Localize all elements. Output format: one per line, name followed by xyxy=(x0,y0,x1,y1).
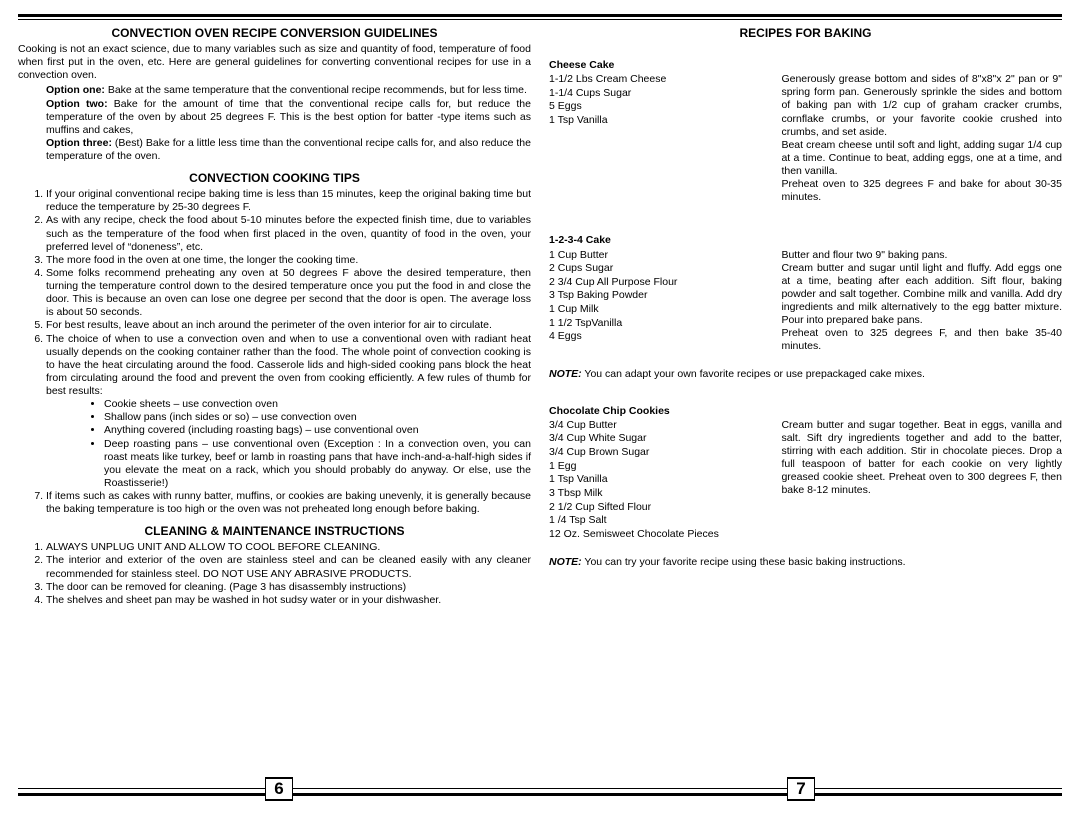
ingredient: 1-1/2 Lbs Cream Cheese xyxy=(549,73,769,87)
tip-item: Some folks recommend preheating any oven… xyxy=(46,267,531,320)
right-column: RECIPES FOR BAKING Cheese Cake 1-1/2 Lbs… xyxy=(549,26,1062,778)
recipe3: 3/4 Cup Butter 3/4 Cup White Sugar 3/4 C… xyxy=(549,419,1062,542)
ingredient: 2 1/2 Cup Sifted Flour xyxy=(549,501,769,515)
clean-item: ALWAYS UNPLUG UNIT AND ALLOW TO COOL BEF… xyxy=(46,541,531,554)
ingredient: 3 Tbsp Milk xyxy=(549,487,769,501)
bullet-item: Deep roasting pans – use conventional ov… xyxy=(104,438,531,491)
tip-item: If your original conventional recipe bak… xyxy=(46,188,531,214)
option-one: Option one: Bake at the same temperature… xyxy=(18,84,531,97)
ingredient: 1 Tsp Vanilla xyxy=(549,114,769,128)
tip-item: The choice of when to use a convection o… xyxy=(46,333,531,491)
bullet-item: Shallow pans (inch sides or so) – use co… xyxy=(104,411,531,424)
recipe2-name: 1-2-3-4 Cake xyxy=(549,234,1062,247)
content-area: CONVECTION OVEN RECIPE CONVERSION GUIDEL… xyxy=(18,19,1062,789)
ingredient: 1 Egg xyxy=(549,460,769,474)
recipes-title: RECIPES FOR BAKING xyxy=(549,26,1062,41)
ingredient: 3/4 Cup Brown Sugar xyxy=(549,446,769,460)
clean-item: The shelves and sheet pan may be washed … xyxy=(46,594,531,607)
ingredient: 1 Cup Milk xyxy=(549,303,769,317)
note2: NOTE: You can try your favorite recipe u… xyxy=(549,556,1062,569)
recipe1: 1-1/2 Lbs Cream Cheese 1-1/4 Cups Sugar … xyxy=(549,73,1062,204)
bullet-item: Cookie sheets – use convection oven xyxy=(104,398,531,411)
recipe3-name: Chocolate Chip Cookies xyxy=(549,405,1062,418)
left-column: CONVECTION OVEN RECIPE CONVERSION GUIDEL… xyxy=(18,26,531,778)
ingredient: 12 Oz. Semisweet Chocolate Pieces xyxy=(549,528,769,542)
tip-bullets: Cookie sheets – use convection oven Shal… xyxy=(46,398,531,490)
tips-title: CONVECTION COOKING TIPS xyxy=(18,171,531,186)
option-two: Option two: Bake for the amount of time … xyxy=(18,98,531,137)
option-three: Option three: (Best) Bake for a little l… xyxy=(18,137,531,163)
ingredient: 5 Eggs xyxy=(549,100,769,114)
ingredient: 3/4 Cup Butter xyxy=(549,419,769,433)
ingredient: 2 3/4 Cup All Purpose Flour xyxy=(549,276,769,290)
ingredient: 1 1/2 TspVanilla xyxy=(549,317,769,331)
ingredient: 1 Cup Butter xyxy=(549,249,769,263)
tips-list: If your original conventional recipe bak… xyxy=(18,188,531,516)
tip-item: The more food in the oven at one time, t… xyxy=(46,254,531,267)
note1: NOTE: You can adapt your own favorite re… xyxy=(549,368,1062,381)
tip-text: The choice of when to use a convection o… xyxy=(46,333,531,398)
recipe1-instructions: Generously grease bottom and sides of 8"… xyxy=(781,73,1062,204)
ingredient: 1 /4 Tsp Salt xyxy=(549,514,769,528)
ingredient: 1 Tsp Vanilla xyxy=(549,473,769,487)
recipe2-ingredients: 1 Cup Butter 2 Cups Sugar 2 3/4 Cup All … xyxy=(549,249,769,354)
cleaning-list: ALWAYS UNPLUG UNIT AND ALLOW TO COOL BEF… xyxy=(18,541,531,607)
tip-item: For best results, leave about an inch ar… xyxy=(46,319,531,332)
bullet-item: Anything covered (including roasting bag… xyxy=(104,424,531,437)
recipe3-instructions: Cream butter and sugar together. Beat in… xyxy=(781,419,1062,542)
clean-item: The interior and exterior of the oven ar… xyxy=(46,554,531,580)
ingredient: 3/4 Cup White Sugar xyxy=(549,432,769,446)
recipe2: 1 Cup Butter 2 Cups Sugar 2 3/4 Cup All … xyxy=(549,249,1062,354)
cleaning-title: CLEANING & MAINTENANCE INSTRUCTIONS xyxy=(18,524,531,539)
clean-item: The door can be removed for cleaning. (P… xyxy=(46,581,531,594)
recipe1-ingredients: 1-1/2 Lbs Cream Cheese 1-1/4 Cups Sugar … xyxy=(549,73,769,204)
ingredient: 1-1/4 Cups Sugar xyxy=(549,87,769,101)
ingredient: 3 Tsp Baking Powder xyxy=(549,289,769,303)
recipe2-instructions: Butter and flour two 9" baking pans. Cre… xyxy=(781,249,1062,354)
recipe3-ingredients: 3/4 Cup Butter 3/4 Cup White Sugar 3/4 C… xyxy=(549,419,769,542)
page-frame: CONVECTION OVEN RECIPE CONVERSION GUIDEL… xyxy=(18,14,1062,796)
ingredient: 4 Eggs xyxy=(549,330,769,344)
tip-item: As with any recipe, check the food about… xyxy=(46,214,531,253)
ingredient: 2 Cups Sugar xyxy=(549,262,769,276)
conversion-title: CONVECTION OVEN RECIPE CONVERSION GUIDEL… xyxy=(18,26,531,41)
conversion-intro: Cooking is not an exact science, due to … xyxy=(18,43,531,82)
recipe1-name: Cheese Cake xyxy=(549,59,1062,72)
tip-item: If items such as cakes with runny batter… xyxy=(46,490,531,516)
